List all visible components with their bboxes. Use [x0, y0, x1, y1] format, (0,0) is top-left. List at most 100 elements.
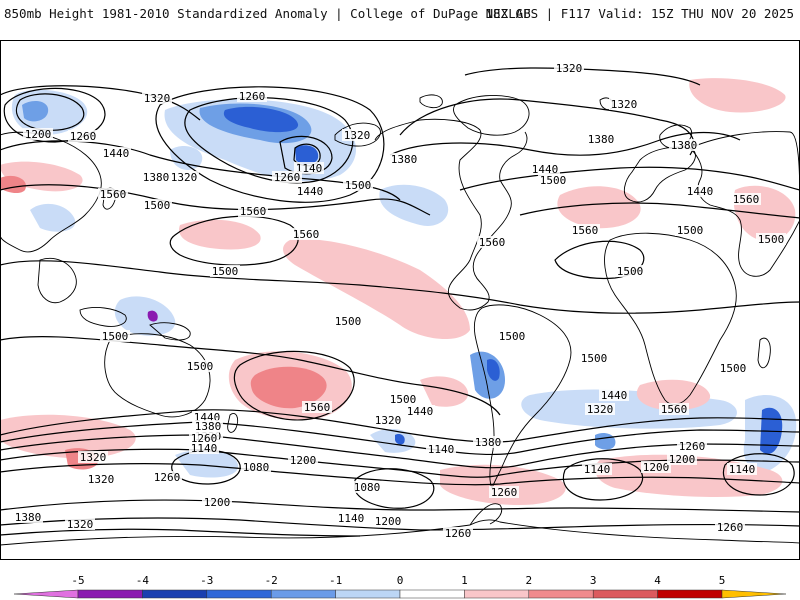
contour-label: 1140 — [584, 463, 611, 476]
contour-label-bg — [677, 440, 707, 452]
contour-label-bg — [352, 481, 382, 493]
contour-label-bg — [302, 401, 332, 413]
contour-label-bg — [189, 442, 219, 454]
contour-label-bg — [193, 420, 223, 432]
contour-label-bg — [142, 92, 172, 104]
contour-label: 1440 — [103, 147, 130, 160]
contour-1500-trop — [0, 260, 800, 314]
pos-anom-asia-e — [689, 78, 786, 113]
contour-label-bg — [609, 98, 639, 110]
contour-label: 1320 — [375, 414, 402, 427]
contour-label-bg — [554, 62, 584, 74]
contour-label-bg — [756, 233, 786, 245]
contour-label-bg — [579, 352, 609, 364]
contour-label: 1500 — [187, 360, 214, 373]
contour-1560-spac-ridge — [233, 350, 355, 421]
contour-label: 1320 — [144, 92, 171, 105]
contour-label-bg — [731, 193, 761, 205]
contour-label-bg — [98, 188, 128, 200]
coast-north-america — [374, 118, 528, 311]
contour-label: 1260 — [445, 527, 472, 540]
contour-1260-ant — [0, 517, 800, 531]
contour-label: 1500 — [617, 265, 644, 278]
contour-label: 1320 — [67, 518, 94, 531]
contour-label: 1140 — [296, 162, 323, 175]
contour-label: 1320 — [88, 473, 115, 486]
contour-label-bg — [599, 389, 629, 401]
contour-label: 1500 — [677, 224, 704, 237]
contour-1560-atl — [554, 240, 645, 280]
contour-1260-canada — [184, 97, 354, 184]
contour-label-bg — [202, 496, 232, 508]
contour-label-bg — [489, 486, 519, 498]
pos-anom-atl — [557, 186, 641, 229]
contour-label: 1260 — [679, 440, 706, 453]
pos-anom-pac — [179, 219, 261, 250]
contour-1260-sh — [0, 463, 800, 486]
contour-label-bg — [669, 139, 699, 151]
contour-label: 1440 — [601, 389, 628, 402]
contour-label: 1380 — [391, 153, 418, 166]
contour-label: 1500 — [144, 199, 171, 212]
neg-anom-asia — [30, 203, 76, 232]
legend-swatch — [206, 589, 272, 599]
legend-tick-label: 0 — [397, 574, 404, 587]
legend-swatch — [77, 589, 143, 599]
contour-label-bg — [570, 224, 600, 236]
legend-tick-label: -4 — [136, 574, 150, 587]
contour-label: 1260 — [70, 130, 97, 143]
contour-1320-sh — [0, 448, 800, 478]
legend-swatch — [464, 589, 530, 599]
contour-label: 1380 — [143, 171, 170, 184]
contour-label-bg — [86, 473, 116, 485]
contour-label-bg — [152, 471, 182, 483]
contour-label-bg — [68, 130, 98, 142]
contour-label: 1200 — [643, 461, 670, 474]
contour-label-bg — [373, 414, 403, 426]
contour-label-bg — [142, 199, 172, 211]
contour-label-bg — [241, 461, 271, 473]
legend-swatch — [335, 589, 401, 599]
contour-label: 1500 — [581, 352, 608, 365]
contour-label-bg — [23, 128, 53, 140]
legend-swatch — [657, 589, 723, 599]
contour-label: 1560 — [479, 236, 506, 249]
contour-label: 1380 — [15, 511, 42, 524]
contour-label-bg — [288, 454, 318, 466]
coast-new-zealand — [227, 413, 239, 433]
contour-label-bg — [715, 521, 745, 533]
coast-alaska — [334, 122, 381, 147]
legend-tick-label: -1 — [329, 574, 342, 587]
legend-tick-label: 5 — [719, 574, 726, 587]
contour-label: 1260 — [191, 432, 218, 445]
contour-label: 1260 — [239, 90, 266, 103]
contour-label-bg — [585, 403, 615, 415]
contour-1500-sh — [0, 409, 800, 443]
contour-1080-spac — [354, 468, 435, 509]
contour-label: 1260 — [274, 171, 301, 184]
contour-label-bg — [426, 443, 456, 455]
neg-anom-siberia-core — [22, 100, 49, 122]
neg-anom-low-core — [295, 145, 319, 165]
model-run-label: 18Z GFS | F117 Valid: 15Z THU NOV 20 202… — [485, 6, 794, 21]
contour-label-bg — [538, 174, 568, 186]
contour-label-bg — [641, 461, 671, 473]
contour-label-bg — [389, 153, 419, 165]
legend-swatch — [528, 589, 594, 599]
contour-label: 1320 — [611, 98, 638, 111]
color-legend: -5 -4 -3 -2 -1 0 1 2 3 4 5 — [13, 574, 787, 599]
coast-arctic-islands — [419, 94, 443, 109]
contour-label: 1500 — [345, 179, 372, 192]
map-header: 850mb Height 1981-2010 Standardized Anom… — [0, 0, 800, 40]
pos-anom-spac-ridge-core — [250, 366, 327, 409]
legend-arrow-low — [13, 589, 79, 599]
contour-label: 1500 — [499, 330, 526, 343]
contour-label: 1140 — [191, 442, 218, 455]
contour-label: 1200 — [375, 515, 402, 528]
contour-label-bg — [238, 205, 268, 217]
contour-label: 1320 — [344, 129, 371, 142]
contour-label: 1320 — [587, 403, 614, 416]
legend-tick-label: -2 — [265, 574, 278, 587]
coast-antarctic-peninsula — [469, 503, 503, 526]
